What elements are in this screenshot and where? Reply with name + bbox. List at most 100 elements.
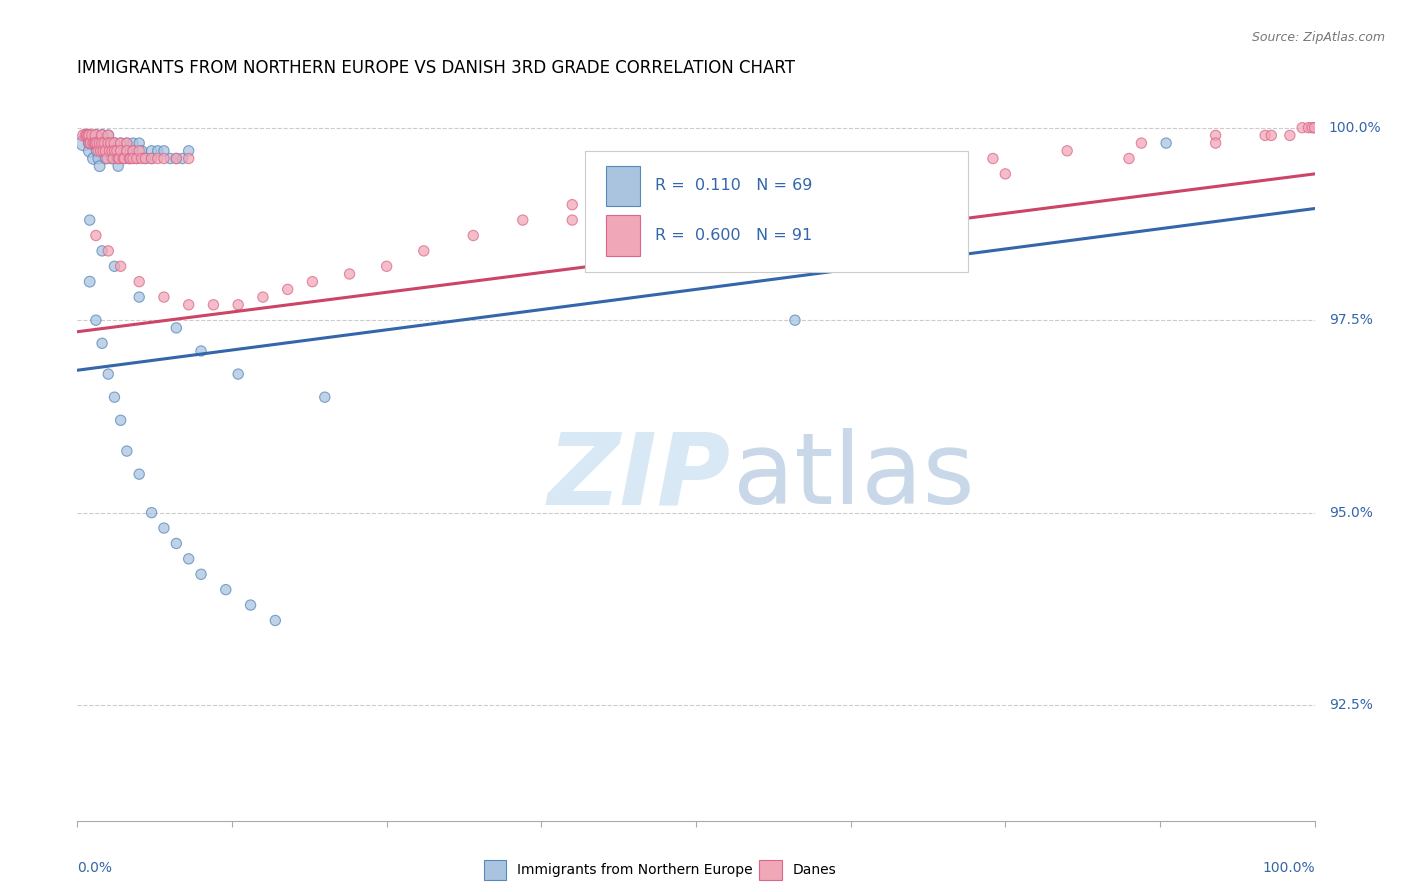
Text: Immigrants from Northern Europe: Immigrants from Northern Europe [517, 863, 754, 877]
Point [107, 152, 129, 166]
Point [1260, 128, 1282, 143]
Point [91, 136, 114, 150]
Point [190, 343, 212, 358]
Point [994, 167, 1017, 181]
Point [1205, 136, 1227, 150]
Point [79, 136, 101, 150]
Point [110, 413, 132, 427]
Point [103, 260, 125, 274]
Point [264, 614, 287, 628]
Point [1291, 120, 1313, 135]
Point [110, 144, 132, 158]
Point [91, 136, 114, 150]
Point [84, 228, 107, 243]
Point [112, 152, 135, 166]
Point [75, 128, 97, 143]
Point [122, 144, 145, 158]
Text: IMMIGRANTS FROM NORTHERN EUROPE VS DANISH 3RD GRADE CORRELATION CHART: IMMIGRANTS FROM NORTHERN EUROPE VS DANIS… [77, 59, 796, 77]
Point [112, 152, 135, 166]
Point [141, 152, 163, 166]
Point [463, 228, 485, 243]
Point [981, 152, 1004, 166]
Point [91, 128, 114, 143]
Point [79, 136, 101, 150]
Point [97, 244, 120, 258]
Point [122, 136, 145, 150]
Point [134, 152, 156, 166]
Point [907, 159, 929, 173]
Point [91, 128, 114, 143]
Point [128, 275, 150, 289]
Point [79, 144, 101, 158]
Point [120, 152, 142, 166]
Point [115, 136, 138, 150]
Point [215, 582, 238, 597]
Point [86, 136, 108, 150]
Point [91, 144, 114, 158]
Point [101, 152, 124, 166]
Point [83, 136, 105, 150]
Point [128, 136, 150, 150]
Point [72, 128, 94, 143]
Point [339, 267, 361, 281]
Point [84, 136, 107, 150]
Point [190, 567, 212, 582]
Point [97, 128, 120, 143]
Text: 92.5%: 92.5% [1329, 698, 1372, 712]
Point [131, 144, 153, 158]
Point [79, 213, 101, 227]
Point [118, 152, 141, 166]
Point [82, 152, 104, 166]
Point [84, 136, 107, 150]
Point [146, 152, 169, 166]
Point [141, 506, 163, 520]
Text: 97.5%: 97.5% [1329, 313, 1372, 327]
Text: R =  0.110   N = 69: R = 0.110 N = 69 [655, 178, 813, 194]
Point [1130, 136, 1153, 150]
Point [165, 536, 187, 550]
Point [141, 144, 163, 158]
Point [97, 128, 120, 143]
Point [94, 144, 117, 158]
Point [115, 144, 138, 158]
Point [128, 144, 150, 158]
Point [561, 197, 583, 211]
Point [226, 298, 249, 312]
Point [159, 152, 181, 166]
Point [72, 136, 94, 150]
Point [105, 152, 128, 166]
Point [125, 152, 148, 166]
Point [783, 313, 806, 327]
Point [98, 144, 121, 158]
Point [252, 290, 274, 304]
Text: 100.0%: 100.0% [1263, 861, 1315, 875]
Point [110, 136, 132, 150]
Text: atlas: atlas [733, 428, 974, 525]
Point [122, 144, 145, 158]
Point [128, 290, 150, 304]
Point [80, 136, 103, 150]
Point [1278, 128, 1301, 143]
Point [103, 136, 125, 150]
Point [1056, 144, 1078, 158]
Point [97, 136, 120, 150]
Point [115, 136, 138, 150]
Point [79, 275, 101, 289]
Point [834, 167, 856, 181]
Point [82, 136, 104, 150]
Point [1303, 120, 1326, 135]
Text: 100.0%: 100.0% [1329, 120, 1381, 135]
Point [100, 136, 122, 150]
Point [165, 152, 187, 166]
Point [84, 128, 107, 143]
Point [165, 321, 187, 335]
Point [86, 144, 108, 158]
Point [301, 275, 323, 289]
Bar [606, 215, 640, 256]
Point [226, 367, 249, 381]
Point [141, 152, 163, 166]
Bar [606, 166, 640, 206]
Point [76, 128, 98, 143]
Point [277, 282, 299, 296]
Point [89, 159, 111, 173]
